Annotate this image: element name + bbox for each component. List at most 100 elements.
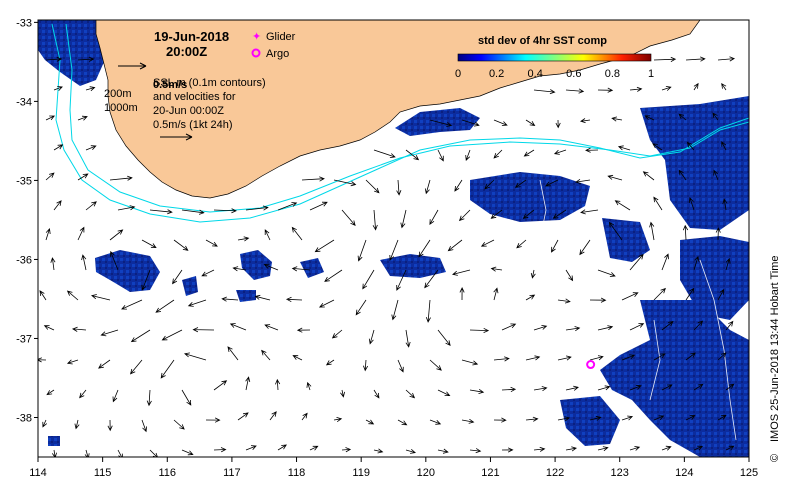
velocity-arrow xyxy=(525,355,541,361)
velocity-arrow xyxy=(565,385,579,391)
plot-frame xyxy=(37,19,750,458)
velocity-arrow xyxy=(454,179,463,192)
ssh-note-line1: SSL m (0.1m contours) xyxy=(153,77,266,89)
velocity-arrow xyxy=(678,113,687,121)
velocity-arrow xyxy=(46,389,55,396)
velocity-arrow xyxy=(725,445,735,451)
velocity-arrow xyxy=(362,269,375,290)
velocity-arrow xyxy=(53,144,64,151)
velocity-arrow xyxy=(617,145,631,151)
velocity-arrow xyxy=(717,56,736,62)
longitude-axis: 114 115 116 117 118 119 120 121 122 123 124 125 xyxy=(29,457,758,479)
lon-tick-label: 117 xyxy=(223,467,241,479)
date-line1: 19-Jun-2018 xyxy=(154,29,229,44)
velocity-arrow xyxy=(160,359,175,379)
velocity-arrow xyxy=(522,209,535,219)
velocity-arrow xyxy=(484,179,495,190)
velocity-arrow xyxy=(725,257,731,271)
velocity-arrow xyxy=(717,352,727,361)
land-australia xyxy=(95,20,701,199)
lon-tick-label: 125 xyxy=(740,467,758,479)
velocity-arrow xyxy=(71,326,87,332)
velocity-arrow xyxy=(661,320,674,331)
velocity-arrow xyxy=(629,323,645,331)
velocity-arrow xyxy=(458,209,471,222)
velocity-arrow xyxy=(264,324,279,331)
velocity-arrow xyxy=(45,228,51,241)
svg-text:✦: ✦ xyxy=(252,31,261,43)
velocity-arrow xyxy=(229,323,247,331)
velocity-arrow xyxy=(685,352,696,361)
velocity-arrow xyxy=(45,172,55,181)
colorbar-tick-label: 0.2 xyxy=(489,68,504,80)
velocity-arrow xyxy=(181,449,194,456)
velocity-arrow xyxy=(331,329,343,339)
velocity-arrow xyxy=(555,119,561,129)
velocity-arrow xyxy=(424,179,431,195)
lon-tick-label: 124 xyxy=(675,467,693,479)
velocity-arrow xyxy=(685,287,695,301)
velocity-arrow xyxy=(45,56,63,62)
colorbar-tick-label: 0 xyxy=(455,68,461,80)
velocity-arrow xyxy=(653,56,677,62)
velocity-arrow xyxy=(254,294,271,301)
velocity-arrow xyxy=(363,359,369,372)
colorbar-tick-label: 0.6 xyxy=(566,68,581,80)
velocity-arrow xyxy=(306,381,312,391)
velocity-arrow xyxy=(112,389,119,403)
velocity-arrow xyxy=(418,239,431,258)
velocity-arrow xyxy=(493,287,499,301)
velocity-arrow xyxy=(552,209,567,219)
velocity-arrow xyxy=(585,147,599,153)
velocity-arrow xyxy=(712,112,719,121)
argo-marker xyxy=(586,360,596,370)
velocity-arrow xyxy=(292,355,303,361)
velocity-arrow xyxy=(291,266,311,272)
velocity-arrow xyxy=(621,354,636,361)
velocity-arrow xyxy=(514,179,527,188)
velocity-arrow xyxy=(109,175,133,181)
velocity-arrow xyxy=(607,174,623,181)
lon-tick-label: 122 xyxy=(546,467,564,479)
velocity-arrow xyxy=(85,145,97,151)
velocity-arrow xyxy=(653,287,666,301)
velocity-arrow xyxy=(309,201,328,211)
velocity-arrow xyxy=(644,115,655,121)
velocity-arrow xyxy=(717,288,725,301)
velocity-arrow xyxy=(469,448,482,454)
velocity-arrow xyxy=(400,209,407,229)
velocity-arrow xyxy=(232,266,247,272)
velocity-arrow xyxy=(525,119,536,126)
velocity-arrow xyxy=(141,419,147,433)
date-line2: 20:00Z xyxy=(166,44,207,59)
velocity-arrow xyxy=(693,320,704,331)
velocity-arrow xyxy=(682,224,689,241)
velocity-arrow xyxy=(324,269,343,282)
velocity-arrow xyxy=(161,329,183,341)
velocity-arrow xyxy=(533,325,548,331)
velocity-arrow xyxy=(557,355,572,361)
velocity-arrow xyxy=(296,327,311,333)
ssh-contours xyxy=(539,179,737,441)
velocity-arrow xyxy=(277,444,287,451)
velocity-arrow xyxy=(213,380,228,391)
velocity-arrow xyxy=(397,359,404,373)
colorbar-tick-label: 0.8 xyxy=(605,68,620,80)
velocity-arrow xyxy=(365,419,375,425)
velocity-arrow xyxy=(597,87,614,93)
velocity-arrow xyxy=(107,419,113,432)
lon-tick-label: 121 xyxy=(481,467,499,479)
velocity-arrow xyxy=(501,323,517,331)
velocity-arrow xyxy=(77,56,95,62)
velocity-arrow xyxy=(678,169,687,181)
lat-tick-label: -38 xyxy=(16,412,32,424)
velocity-arrow xyxy=(237,412,249,421)
velocity-arrow xyxy=(461,418,475,424)
velocity-arrow xyxy=(579,239,591,256)
velocity-arrow xyxy=(649,221,655,241)
velocity-arrow xyxy=(66,290,79,301)
colorbar-tick-label: 0.4 xyxy=(528,68,543,80)
velocity-arrow xyxy=(227,346,239,361)
velocity-arrow xyxy=(629,446,641,451)
